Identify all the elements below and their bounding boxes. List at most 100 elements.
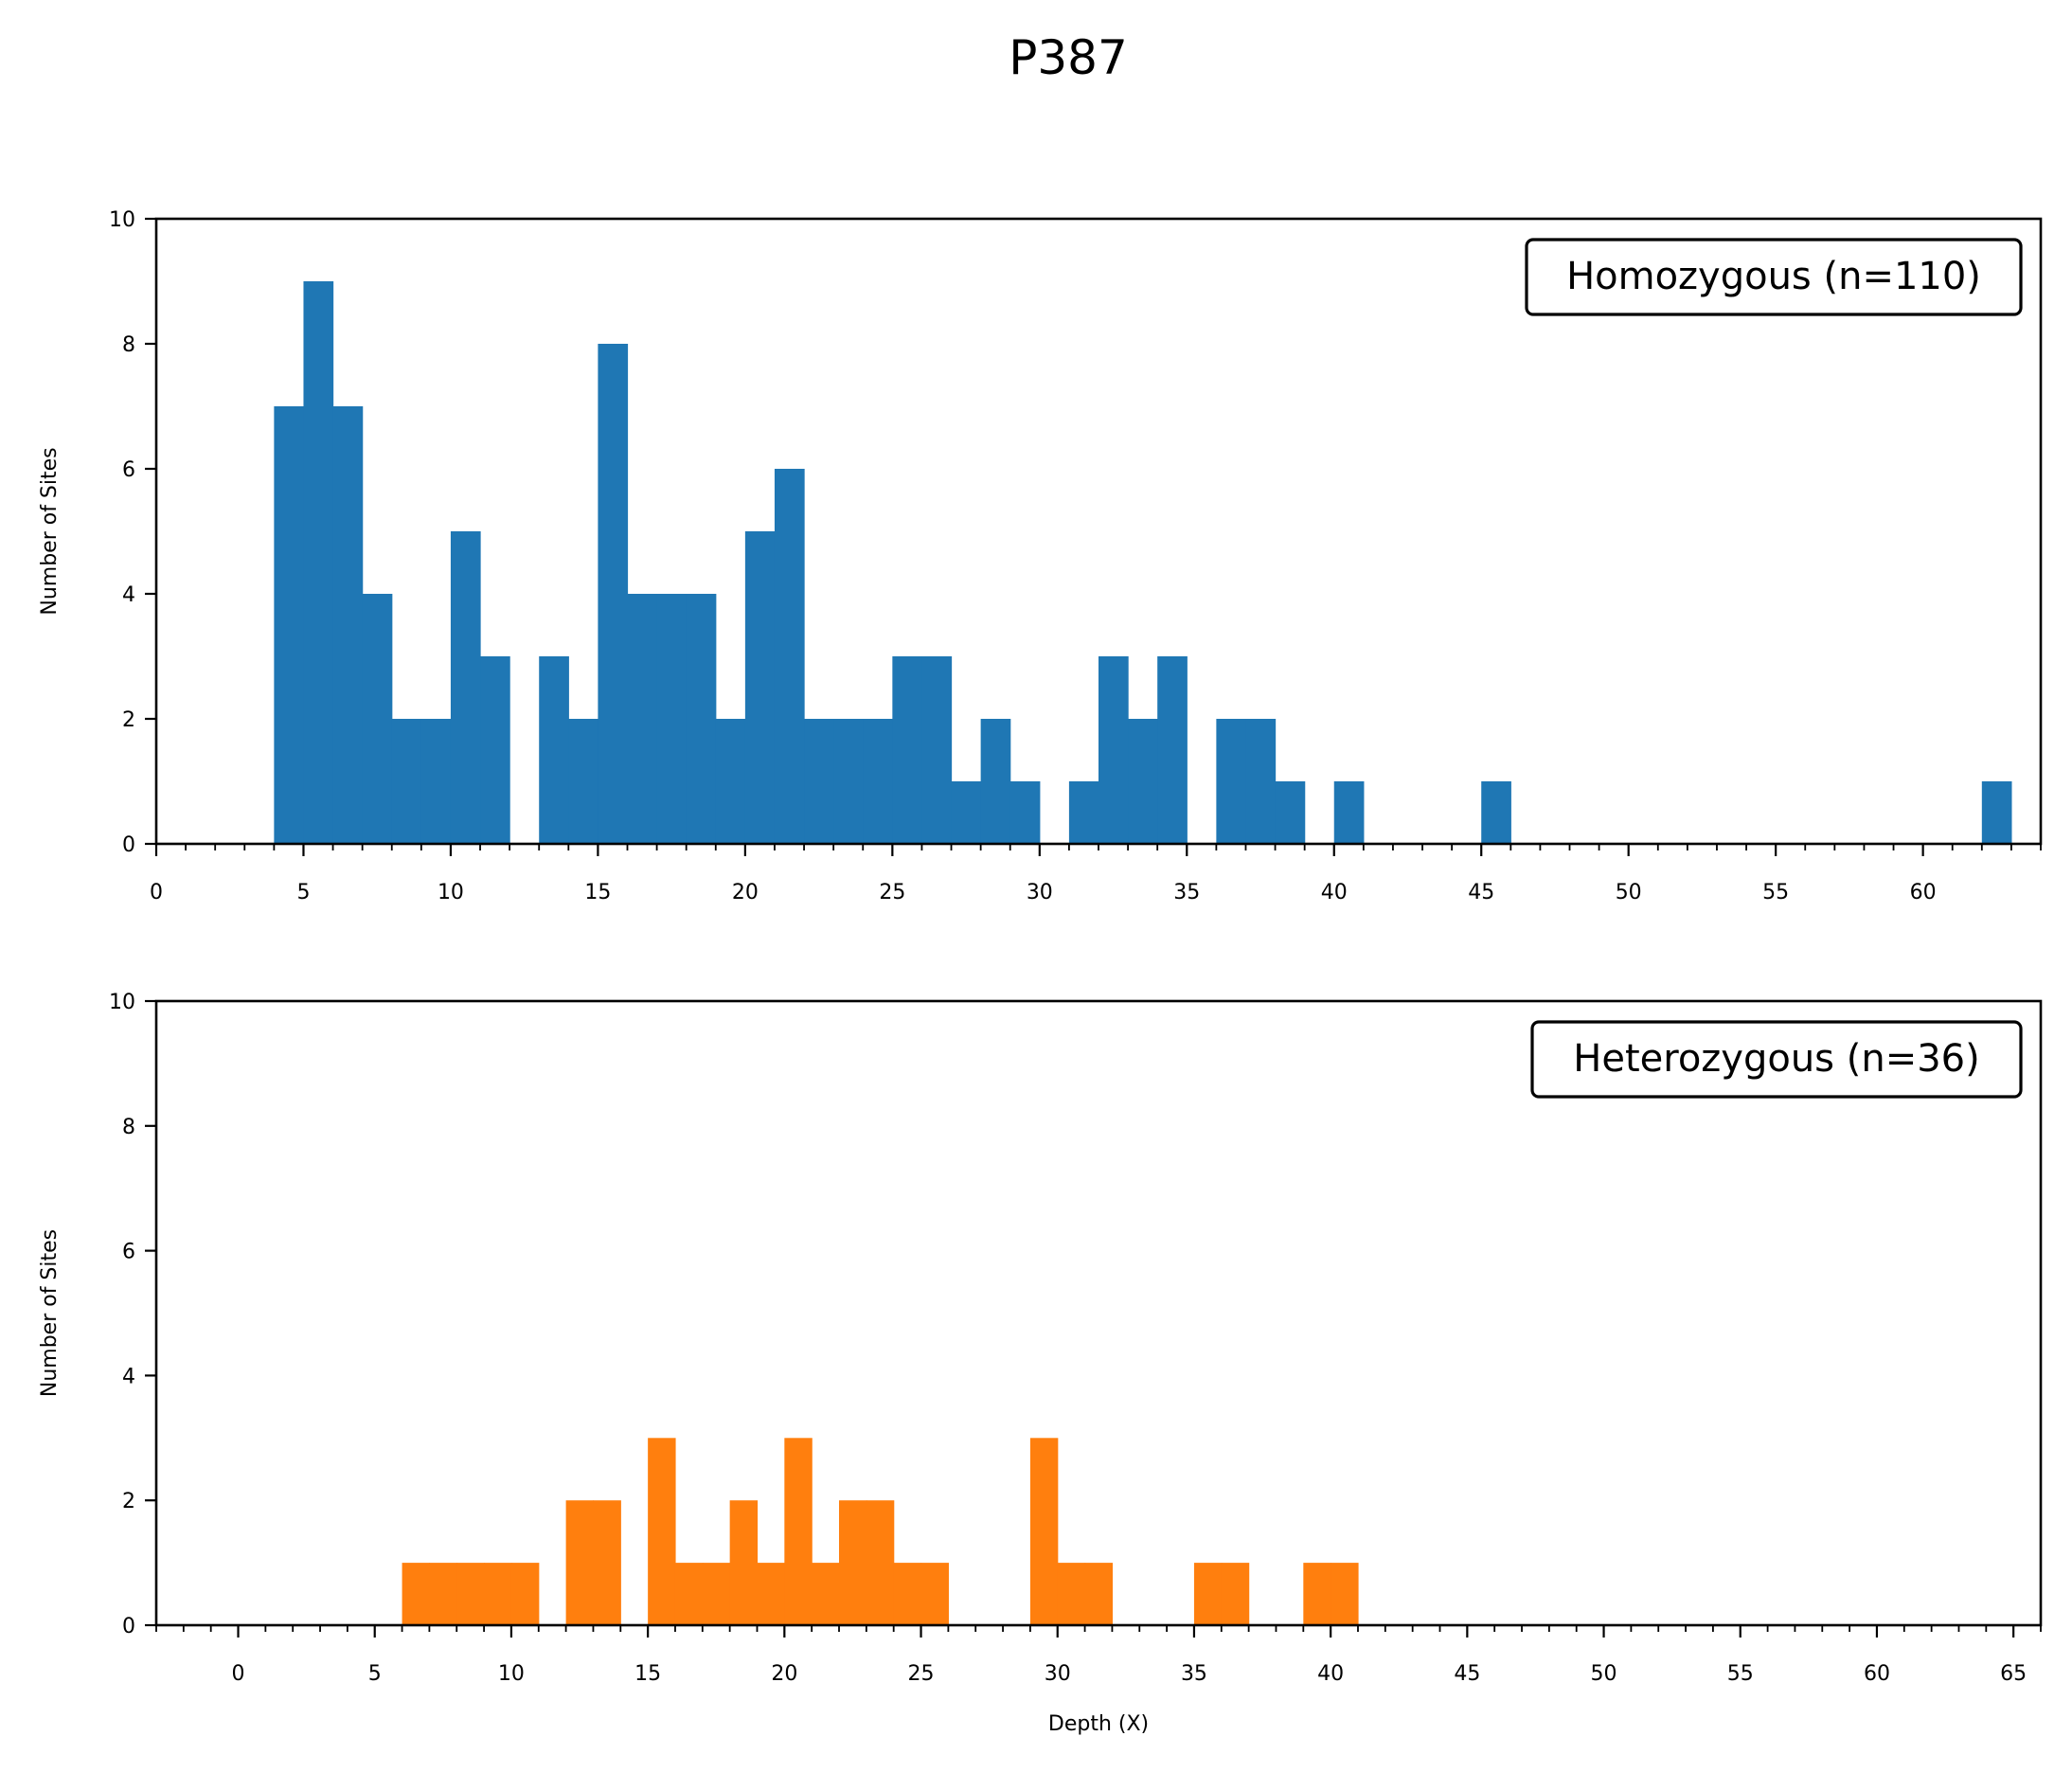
histogram-bar [402,1563,431,1625]
histogram-bar [729,1500,759,1625]
histogram-bar [784,1438,813,1625]
histogram-bar [1275,781,1306,844]
histogram-bar [893,1563,922,1625]
x-tick-label: 65 [2000,1662,2027,1686]
histogram-bar [1193,1563,1223,1625]
plot-frame [154,999,2043,1627]
x-tick-label: 60 [1910,881,1937,904]
histogram-bar [1099,656,1129,844]
histogram-bar [744,531,776,844]
histogram-bar [1009,781,1041,844]
histogram-bar [1057,1563,1086,1625]
histogram-bar [598,344,629,844]
x-tick-label: 45 [1468,881,1494,904]
y-tick-label: 6 [122,1241,135,1264]
histogram-bar [892,656,923,844]
x-tick-label: 20 [771,1662,797,1686]
y-tick-label: 10 [109,991,135,1014]
histogram-bar [429,1563,457,1625]
histogram-bar [274,406,305,844]
y-tick-label: 0 [122,833,135,857]
histogram-bar [757,1563,785,1625]
y-tick-label: 8 [122,333,135,357]
histogram-bar [391,719,422,844]
histogram-bar [1128,719,1158,844]
histogram-bar [921,656,953,844]
legend-box [1525,238,2023,316]
x-tick-label: 15 [584,881,611,904]
histogram-bar [484,1563,512,1625]
histogram-bar [920,1563,949,1625]
x-tick-label: 15 [634,1662,661,1686]
histogram-bar [804,719,834,844]
histogram-bar [1216,719,1247,844]
histogram-bar [1157,656,1188,844]
x-tick-label: 40 [1317,1662,1344,1686]
histogram-bar [1331,1563,1359,1625]
x-tick-label: 0 [150,881,163,904]
histogram-bar [1084,1563,1114,1625]
histogram-bar [863,719,893,844]
y-tick-label: 2 [122,1490,135,1513]
histogram-bar [593,1500,621,1625]
histogram-bar [510,1563,540,1625]
histogram-bar [480,656,510,844]
x-tick-label: 5 [296,881,310,904]
histogram-bar [1221,1563,1250,1625]
x-tick-label: 40 [1321,881,1348,904]
x-tick-label: 30 [1045,1662,1071,1686]
x-tick-label: 30 [1027,881,1053,904]
x-tick-label: 25 [879,881,905,904]
x-tick-label: 10 [498,1662,525,1686]
x-tick-label: 55 [1762,881,1789,904]
x-axis-label: Depth (X) [1048,1712,1149,1736]
legend-label: Heterozygous (n=36) [1573,1037,1979,1081]
x-tick-label: 25 [908,1662,935,1686]
histogram-bar [420,719,452,844]
x-tick-label: 50 [1616,881,1642,904]
histogram-bar [450,531,481,844]
x-tick-label: 50 [1591,1662,1617,1686]
histogram-bar [362,594,393,844]
histogram-bar [565,1500,595,1625]
y-tick-label: 8 [122,1116,135,1139]
histogram-bar [1245,719,1277,844]
histogram-bar [456,1563,485,1625]
histogram-bar [715,719,746,844]
histogram-bar [812,1563,840,1625]
histogram-bar [774,469,805,844]
figure-title: P387 [1009,30,1128,85]
y-tick-label: 0 [122,1615,135,1638]
y-tick-label: 4 [122,583,135,607]
legend-label: Homozygous (n=110) [1566,255,1981,298]
histogram-bar [1981,781,2012,844]
y-axis-label: Number of Sites [38,447,62,615]
y-tick-label: 4 [122,1365,135,1388]
x-tick-label: 55 [1727,1662,1754,1686]
histogram-bar [1303,1563,1331,1625]
histogram-bar [702,1563,731,1625]
legend-box [1530,1020,2023,1099]
histogram-bar [568,719,599,844]
x-tick-label: 20 [732,881,759,904]
histogram-bar [1068,781,1099,844]
y-tick-label: 6 [122,458,135,482]
subplot-2: 0 2 4 6 8 10 0 5 10 15 20 25 30 35 40 45 50 55 60 65 Number … [38,991,2043,1736]
x-tick-label: 45 [1454,1662,1480,1686]
x-tick-label: 10 [438,881,464,904]
histogram-bar [1481,781,1511,844]
histogram-bar [627,594,658,844]
histogram-bar [648,1438,676,1625]
subplot-1: 0 2 4 6 8 10 0 5 10 15 20 25 30 35 40 45 50 55 60 Number of… [38,208,2043,904]
histogram-bar [951,781,982,844]
x-tick-label: 60 [1864,1662,1890,1686]
histogram-bar [1333,781,1365,844]
histogram-bar [839,1500,867,1625]
x-tick-label: 0 [232,1662,245,1686]
y-tick-label: 2 [122,708,135,732]
x-tick-label: 5 [368,1662,382,1686]
y-axis-label: Number of Sites [38,1229,62,1397]
histogram-bar [686,594,717,844]
